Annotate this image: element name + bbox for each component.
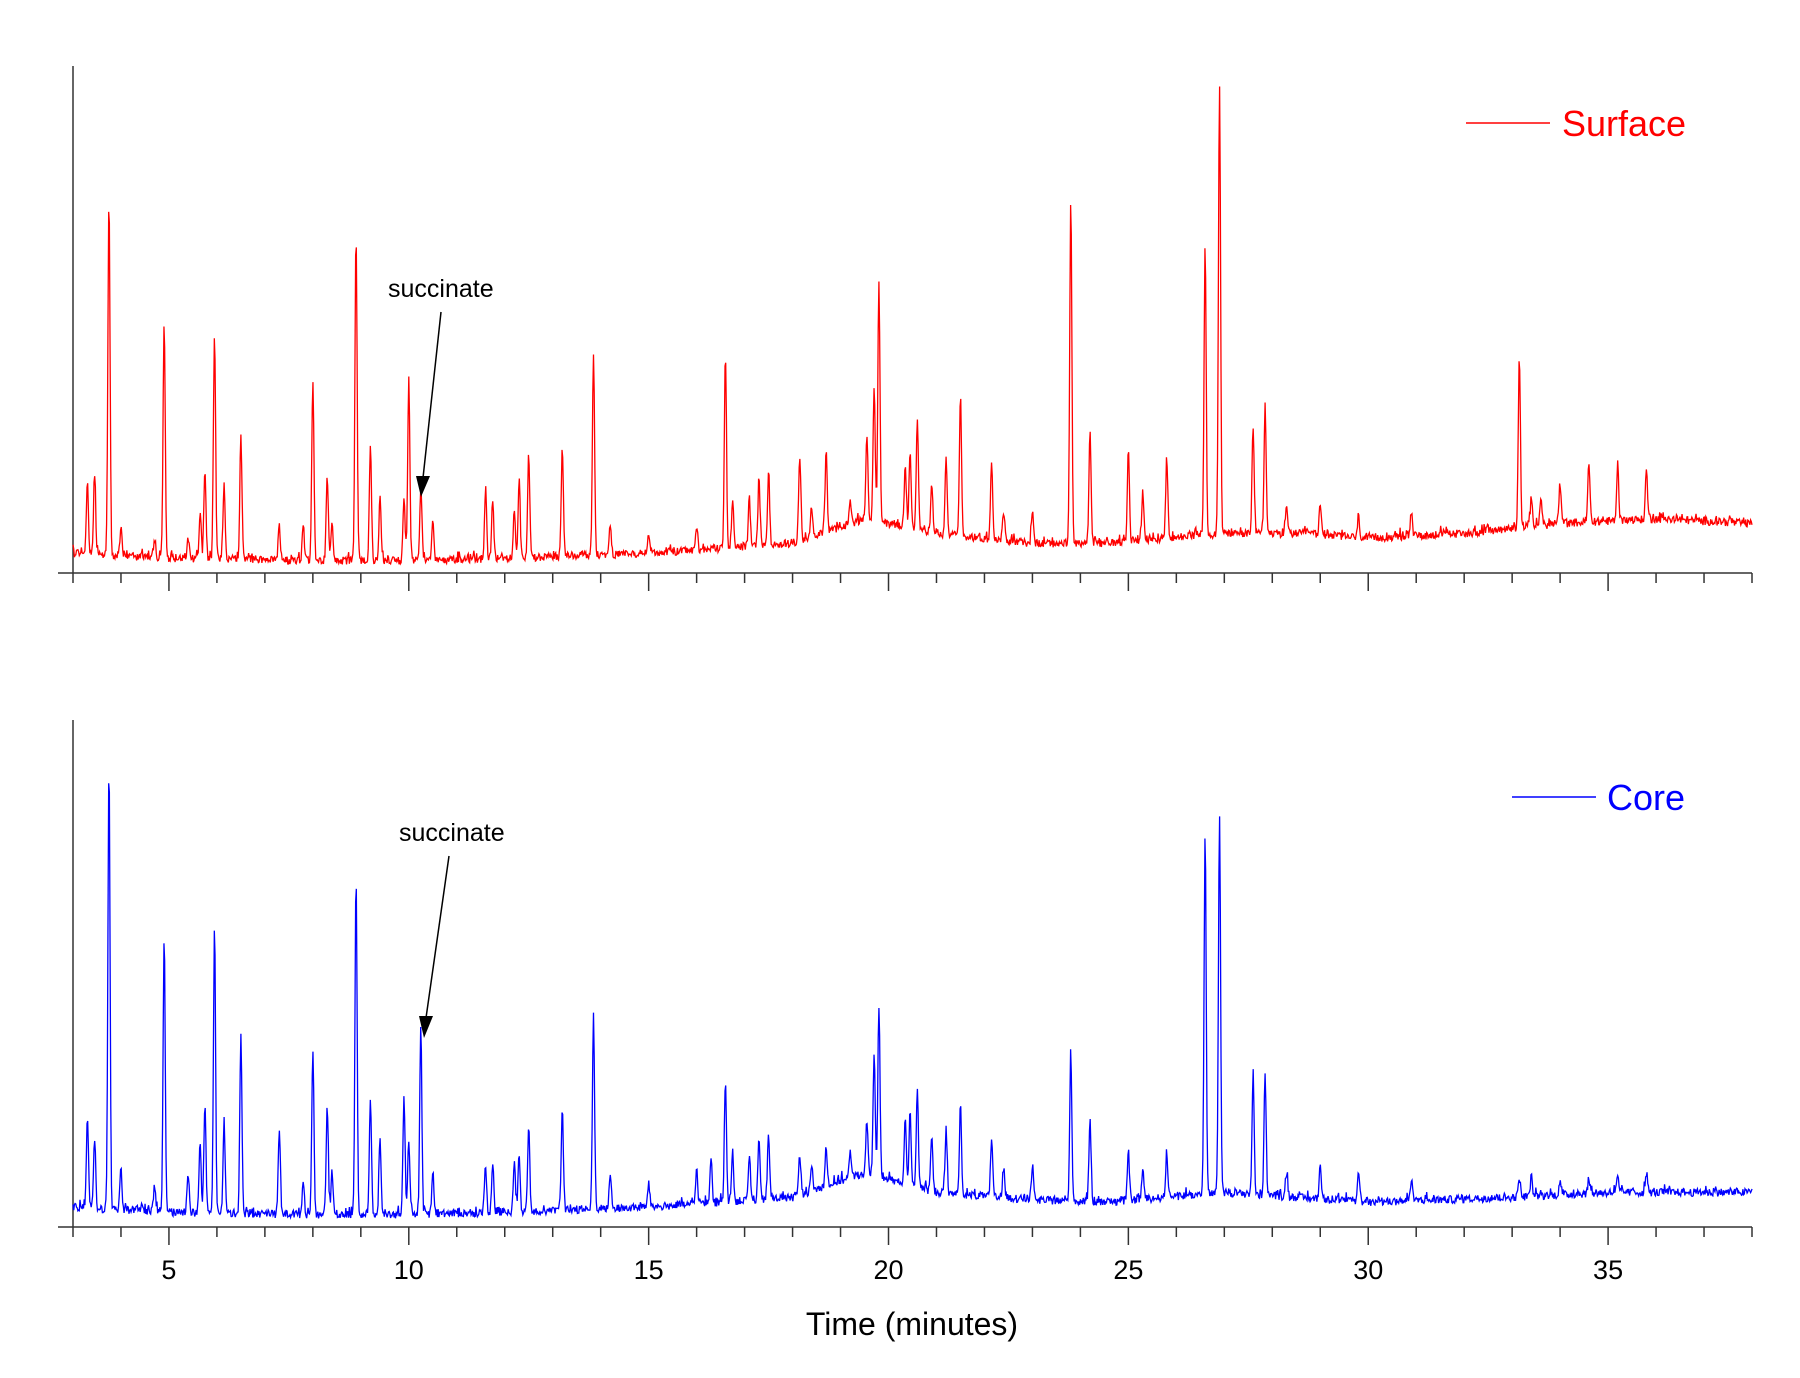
series-line-surface	[72, 86, 1753, 566]
x-tick-label-10: 10	[394, 1255, 424, 1285]
annotation-succinate-surface: succinate	[388, 275, 494, 497]
x-tick-label-20: 20	[873, 1255, 903, 1285]
annotation-text-surface: succinate	[388, 275, 494, 303]
x-ticks-surface	[72, 573, 1753, 591]
x-ticks-core: 5 10 15 20 25 30 35	[72, 1227, 1753, 1285]
annotation-arrow-line-core	[425, 855, 450, 1019]
annotation-succinate-core: succinate	[399, 819, 505, 1038]
annotation-arrow-line-surface	[422, 311, 442, 479]
x-tick-label-35: 35	[1593, 1255, 1623, 1285]
annotation-arrow-head-core	[419, 1016, 433, 1038]
x-tick-label-30: 30	[1353, 1255, 1383, 1285]
legend-core: Core	[1512, 777, 1685, 818]
x-tick-label-15: 15	[634, 1255, 664, 1285]
annotation-arrow-head-surface	[416, 476, 430, 497]
legend-label-surface: Surface	[1562, 103, 1686, 144]
x-tick-label-5: 5	[161, 1255, 176, 1285]
x-tick-label-25: 25	[1113, 1255, 1143, 1285]
x-axis-title: Time (minutes)	[806, 1306, 1018, 1342]
panel-core: 5 10 15 20 25 30 35 Core succinate Time (minut…	[58, 720, 1753, 1342]
panel-surface: Surface succinate	[58, 66, 1753, 591]
annotation-text-core: succinate	[399, 819, 505, 847]
series-line-core	[72, 783, 1753, 1220]
legend-label-core: Core	[1607, 777, 1685, 818]
legend-surface: Surface	[1466, 103, 1686, 144]
